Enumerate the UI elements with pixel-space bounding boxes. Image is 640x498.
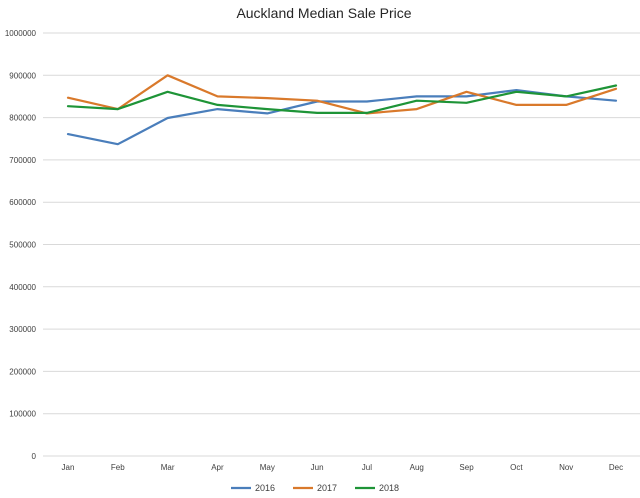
x-tick-label: Oct: [510, 463, 523, 472]
data-point-2017-Jan: [67, 97, 69, 99]
data-point-2017-Apr: [216, 95, 218, 97]
y-tick-label: 600000: [9, 198, 36, 207]
data-point-2016-Dec: [615, 99, 617, 101]
y-tick-label: 700000: [9, 156, 36, 165]
x-tick-label: Sep: [459, 463, 474, 472]
data-point-2018-Nov: [565, 95, 567, 97]
data-point-2018-Dec: [615, 84, 617, 86]
series-line-2017: [66, 74, 618, 115]
x-tick-label: Nov: [559, 463, 573, 472]
gridlines: [43, 32, 640, 457]
y-tick-label: 1000000: [5, 29, 37, 38]
legend-label-2017: 2017: [317, 483, 337, 493]
x-tick-label: Dec: [609, 463, 623, 472]
x-tick-label: Aug: [410, 463, 424, 472]
data-point-2018-Feb: [117, 108, 119, 110]
y-tick-label: 200000: [9, 367, 36, 376]
data-point-2016-Apr: [216, 108, 218, 110]
data-point-2017-Oct: [515, 104, 517, 106]
data-point-2018-Mar: [166, 91, 168, 93]
data-point-2016-Aug: [416, 95, 418, 97]
x-tick-label: Feb: [111, 463, 125, 472]
data-point-2017-Sep: [465, 91, 467, 93]
data-point-2016-Sep: [465, 95, 467, 97]
y-tick-label: 900000: [9, 71, 36, 80]
data-point-2018-Aug: [416, 99, 418, 101]
x-tick-label: May: [260, 463, 275, 472]
series-line-2016: [66, 88, 618, 146]
x-tick-label: Jan: [62, 463, 75, 472]
x-tick-label: Jun: [311, 463, 324, 472]
data-point-2017-Mar: [166, 74, 168, 76]
x-tick-label: Mar: [161, 463, 175, 472]
y-tick-label: 800000: [9, 114, 36, 123]
data-point-2018-Sep: [465, 102, 467, 104]
legend-label-2016: 2016: [255, 483, 275, 493]
data-point-2017-May: [266, 97, 268, 99]
x-axis-tick-labels: Jan Feb Mar Apr May Jun Jul Aug Sep Oct Nov Dec: [62, 463, 624, 472]
data-point-2018-Apr: [216, 104, 218, 106]
data-point-2018-Jul: [366, 112, 368, 114]
data-point-2017-Dec: [615, 88, 617, 90]
data-point-2017-Jun: [316, 99, 318, 101]
legend-label-2018: 2018: [379, 483, 399, 493]
x-tick-label: Jul: [362, 463, 372, 472]
data-point-2016-May: [266, 112, 268, 114]
data-point-2016-Jul: [366, 100, 368, 102]
chart-title: Auckland Median Sale Price: [236, 5, 411, 21]
y-tick-label: 0: [32, 452, 37, 461]
y-axis-tick-labels: 0 100000 200000 300000 400000 500000 600000 700…: [5, 29, 37, 461]
series-lines: [66, 74, 618, 146]
data-point-2017-Nov: [565, 104, 567, 106]
data-point-2016-Feb: [117, 143, 119, 145]
y-tick-label: 400000: [9, 283, 36, 292]
data-point-2016-Mar: [166, 117, 168, 119]
data-point-2018-Jun: [316, 112, 318, 114]
legend: 2016 2017 2018: [231, 483, 399, 493]
data-point-2018-May: [266, 108, 268, 110]
data-point-2018-Oct: [515, 91, 517, 93]
x-tick-label: Apr: [211, 463, 224, 472]
data-point-2017-Aug: [416, 108, 418, 110]
y-tick-label: 500000: [9, 241, 36, 250]
data-point-2016-Jan: [67, 133, 69, 135]
y-tick-label: 100000: [9, 410, 36, 419]
y-tick-label: 300000: [9, 325, 36, 334]
series-line-2018: [66, 84, 618, 115]
data-point-2018-Jan: [67, 105, 69, 107]
